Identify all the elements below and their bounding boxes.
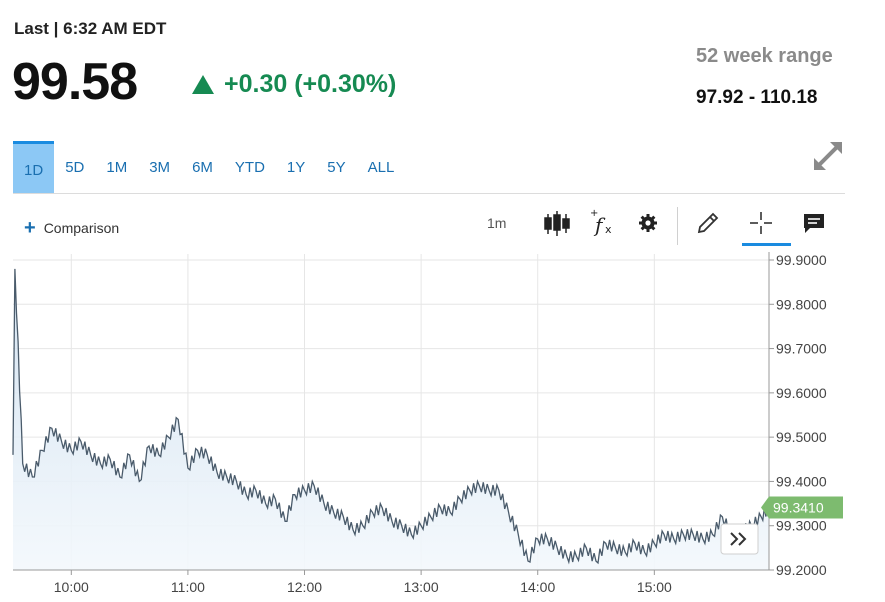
tab-6m[interactable]: 6M <box>192 158 213 176</box>
price-chart[interactable]: 10:00 11:00 12:00 13:00 14:00 15:00 99.900099… <box>0 252 885 602</box>
up-arrow-icon <box>192 75 214 94</box>
crosshair-active-indicator <box>742 243 791 246</box>
indicators-icon[interactable]: + f x <box>589 206 617 240</box>
price-change: +0.30 (+0.30%) <box>192 70 396 99</box>
tab-1d[interactable]: 1D <box>13 141 55 193</box>
tab-all[interactable]: ALL <box>367 158 395 176</box>
y-tick-label: 99.2000 <box>776 562 827 578</box>
range-value: 97.92 - 110.18 <box>696 87 818 108</box>
tab-1m[interactable]: 1M <box>106 158 128 176</box>
tab-ytd[interactable]: YTD <box>234 158 265 176</box>
x-tick-label: 13:00 <box>404 579 439 595</box>
y-tick-label: 99.3000 <box>776 518 827 534</box>
price-area <box>13 268 769 570</box>
scroll-to-latest-button[interactable] <box>720 523 759 555</box>
gear-icon[interactable] <box>638 206 658 240</box>
y-tick-label: 99.9000 <box>776 252 827 268</box>
comparison-button[interactable]: + Comparison <box>24 218 119 238</box>
price-change-value: +0.30 (+0.30%) <box>224 70 397 98</box>
svg-text:x: x <box>605 223 612 236</box>
tab-3m[interactable]: 3M <box>149 158 171 176</box>
double-chevron-right-icon <box>730 532 747 546</box>
svg-text:+: + <box>590 208 598 219</box>
tab-5y[interactable]: 5Y <box>327 158 346 176</box>
x-tick-label: 10:00 <box>54 579 89 595</box>
y-tick-label: 99.6000 <box>776 385 827 401</box>
pencil-icon[interactable] <box>695 206 721 240</box>
comment-icon[interactable] <box>801 206 827 240</box>
y-tick-label: 99.7000 <box>776 341 827 357</box>
y-axis-ticks: 99.9000 99.8000 99.7000 99.6000 99.5000 99.40… <box>769 252 827 578</box>
candlestick-icon[interactable] <box>543 206 571 240</box>
range-label: 52 week range <box>696 45 833 67</box>
last-price: 99.58 <box>12 53 138 111</box>
period-tabs: 1D 5D 1M 3M 6M YTD 1Y 5Y ALL <box>13 141 405 193</box>
plus-icon: + <box>24 217 36 239</box>
x-tick-label: 15:00 <box>637 579 672 595</box>
tab-1y[interactable]: 1Y <box>286 158 306 176</box>
y-tick-label: 99.8000 <box>776 296 827 312</box>
x-tick-label: 11:00 <box>171 579 205 595</box>
y-tick-label: 99.5000 <box>776 429 827 445</box>
x-tick-label: 12:00 <box>287 579 322 595</box>
price-line <box>12 268 770 565</box>
tab-divider <box>13 193 845 194</box>
y-tick-label: 99.4000 <box>776 473 827 489</box>
last-update-label: Last | 6:32 AM EDT <box>14 19 167 38</box>
last-value-label: 99.3410 <box>773 500 824 516</box>
x-axis-ticks: 10:00 11:00 12:00 13:00 14:00 15:00 <box>54 570 672 595</box>
x-tick-label: 14:00 <box>520 579 555 595</box>
crosshair-icon[interactable] <box>748 206 774 240</box>
comparison-label: Comparison <box>43 220 120 236</box>
last-value-badge: 99.3410 <box>761 496 843 519</box>
expand-icon[interactable] <box>810 138 846 174</box>
interval-selector[interactable]: 1m <box>487 215 507 231</box>
toolbar-separator <box>677 207 678 245</box>
tab-5d[interactable]: 5D <box>65 158 85 176</box>
